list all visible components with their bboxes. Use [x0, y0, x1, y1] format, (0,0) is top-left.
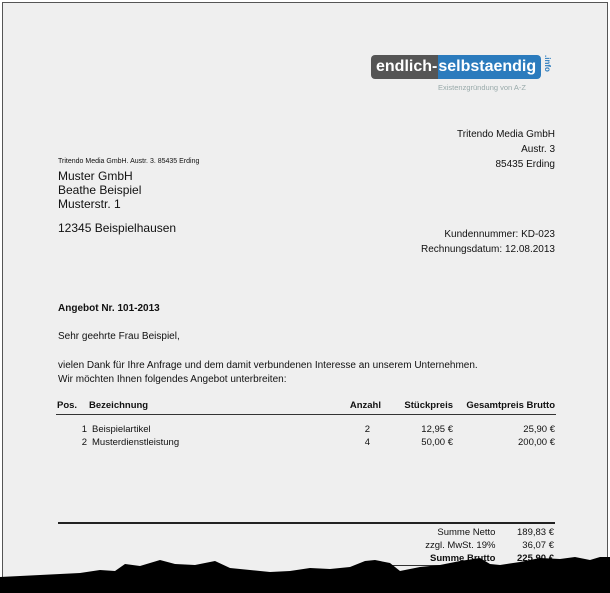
table-row: 2 Musterdienstleistung 4 50,00 € 200,00 … — [81, 436, 555, 448]
logo-tagline: Existenzgründung von A-Z — [438, 83, 526, 92]
sender-address: Tritendo Media GmbH Austr. 3 85435 Erdin… — [457, 129, 555, 170]
sender-line: Tritendo Media GmbH. Austr. 3. 85435 Erd… — [58, 158, 200, 165]
table-row: 1 Beispielartikel 2 12,95 € 25,90 € — [81, 423, 555, 435]
table-header: Pos. Bezeichnung Anzahl Stückpreis Gesam… — [56, 399, 556, 415]
salutation: Sehr geehrte Frau Beispiel, — [58, 331, 180, 342]
logo-suffix: .info — [543, 55, 553, 72]
recipient-address: Muster GmbH Beathe Beispiel Musterstr. 1… — [58, 169, 177, 235]
logo: endlich-selbstaendig — [371, 55, 542, 79]
items-table: Pos. Bezeichnung Anzahl Stückpreis Gesam… — [56, 399, 556, 449]
totals-divider — [58, 522, 555, 524]
torn-edge-shape — [0, 557, 610, 593]
totals-row: Summe Netto 189,83 € — [437, 527, 554, 538]
body-text: vielen Dank für Ihre Anfrage und dem dam… — [58, 360, 478, 385]
subject: Angebot Nr. 101-2013 — [58, 303, 160, 314]
torn-edge — [0, 557, 610, 593]
invoice-meta: Kundennummer: KD-023 Rechnungsdatum: 12.… — [421, 229, 555, 255]
logo-group: endlich-selbstaendig .info — [371, 55, 552, 79]
totals-row: zzgl. MwSt. 19% 36,07 € — [425, 540, 554, 551]
